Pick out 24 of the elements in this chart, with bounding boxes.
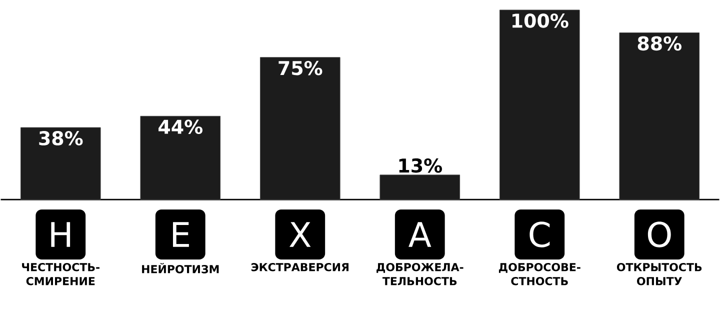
bar: [20, 127, 101, 200]
bar: [619, 32, 700, 200]
text: A: [408, 222, 432, 247]
x-tick-label: ЧЕСТНОСТЬ-СМИРЕНИЕ: [22, 262, 100, 286]
text: C: [530, 222, 550, 248]
data-label: 44%: [158, 120, 202, 134]
text: H: [51, 222, 70, 247]
x-tick-label: ДОБРОСОВЕ-СТНОСТЬ: [498, 262, 580, 286]
x-tick-label: ДОБРОЖЕЛА-ТЕЛЬНОСТЬ: [376, 262, 464, 286]
data-label: 38%: [39, 130, 83, 146]
text: O: [648, 222, 671, 248]
bar: [380, 174, 460, 200]
x-tick-label: НЕЙРОТИЗМ: [142, 262, 219, 274]
bar: [260, 56, 340, 200]
text: E: [172, 222, 189, 247]
bar: [140, 116, 221, 200]
bar: [499, 10, 580, 200]
data-label: 88%: [638, 36, 682, 50]
text: X: [290, 222, 311, 247]
x-tick-label: ОТКРЫТОСТЬ ОПЫТУ: [616, 262, 702, 286]
x-tick-label: ЭКСТРАВЕРСИЯ: [251, 262, 348, 272]
data-label: 100%: [512, 13, 568, 28]
data-label: 75%: [278, 60, 322, 76]
data-label: 13%: [399, 158, 442, 173]
